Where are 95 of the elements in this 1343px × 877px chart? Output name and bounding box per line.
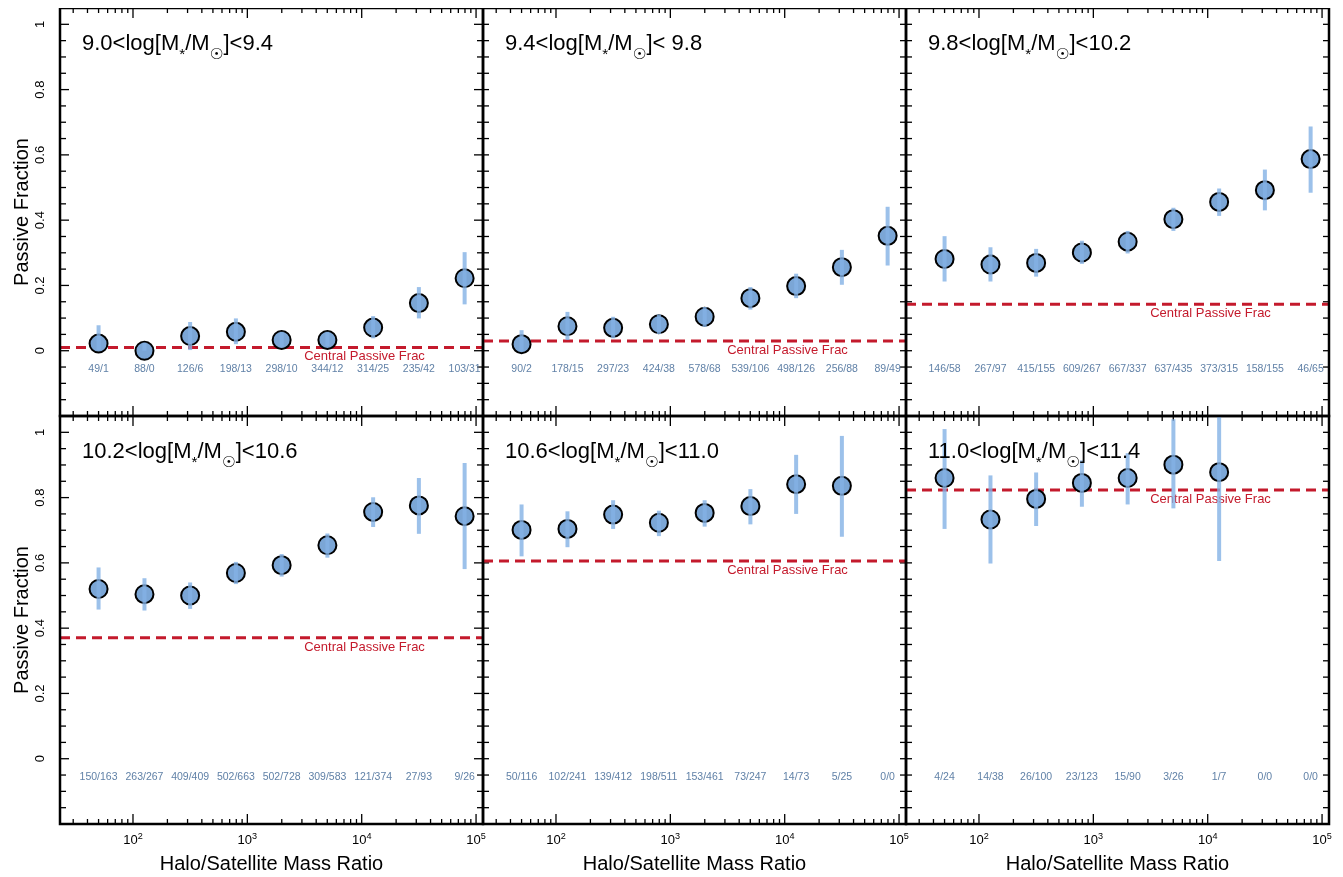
ref-line-label: Central Passive Frac [727, 561, 849, 577]
annotation: 415/155 [1017, 362, 1056, 374]
x-axis-title: Halo/Satellite Mass Ratio [1005, 852, 1230, 874]
x-tick-label: 10$^{5}$ [1312, 831, 1332, 847]
text: 11.0<log[M$_{*}$/M$_{☉}$]<11.4 [928, 438, 1141, 470]
annotation: 409/409 [171, 770, 210, 782]
annotation: 297/23 [597, 362, 630, 374]
annotation: 158/155 [1245, 362, 1285, 374]
annotation: 49/1 [88, 362, 109, 374]
y-tick-label: 1 [32, 428, 47, 436]
annotation: 90/2 [511, 362, 532, 374]
annotation: 256/88 [825, 362, 859, 374]
annotation: 88/0 [134, 362, 155, 374]
y-axis-title: Passive Fraction [10, 546, 32, 694]
annotation: 23/123 [1065, 770, 1099, 782]
annotation: 14/73 [783, 770, 810, 782]
annotation: 50/116 [505, 770, 538, 782]
annotation: 0/0 [880, 770, 896, 782]
y-tick-label: 0.4 [32, 211, 47, 230]
annotation: 178/15 [551, 362, 584, 374]
annotation: 267/97 [974, 362, 1007, 374]
annotation: 424/38 [642, 362, 676, 374]
x-tick-label: 10$^{5}$ [466, 831, 486, 847]
annotation: 637/435 [1154, 362, 1193, 374]
annotation: 314/25 [357, 362, 390, 374]
y-tick-label: 0 [32, 755, 47, 763]
x-tick-label: 10$^{5}$ [889, 831, 909, 847]
annotation: 198/13 [219, 362, 253, 374]
y-tick-label: 0 [32, 347, 47, 355]
x-tick-label: 10$^{2}$ [546, 831, 566, 847]
annotation: 298/10 [265, 362, 298, 374]
ref-line-label: Central Passive Frac [1150, 305, 1272, 321]
annotation: 139/412 [594, 770, 633, 782]
annotation: 539/106 [731, 362, 770, 374]
y-tick-label: 0.2 [32, 276, 47, 295]
annotation: 46/65 [1297, 362, 1324, 374]
ref-line-label: Central Passive Frac [304, 348, 426, 364]
annotation: 373/315 [1200, 362, 1239, 374]
annotation: 146/58 [928, 362, 961, 374]
x-tick-label: 10$^{4}$ [774, 831, 795, 847]
y-tick-label: 0.4 [32, 619, 47, 638]
annotation: 0/0 [1257, 770, 1273, 782]
text: 9.8<log[M$_{*}$/M$_{☉}$]<10.2 [928, 30, 1132, 62]
ref-line-label: Central Passive Frac [304, 638, 426, 654]
ref-line-label: Central Passive Frac [1150, 491, 1272, 507]
annotation: 5/25 [831, 770, 853, 782]
x-tick-label: 10$^{2}$ [969, 831, 989, 847]
annotation: 9/26 [454, 770, 475, 782]
annotation: 27/93 [405, 770, 433, 782]
annotation: 150/163 [79, 770, 118, 782]
annotation: 1/7 [1211, 770, 1227, 782]
annotation: 14/38 [977, 770, 1004, 782]
text: 9.4<log[M$_{*}$/M$_{☉}$]< 9.8 [505, 30, 703, 62]
annotation: 235/42 [402, 362, 436, 374]
annotation: 578/68 [688, 362, 721, 374]
x-tick-label: 10$^{3}$ [660, 831, 681, 847]
x-tick-label: 10$^{2}$ [123, 831, 143, 847]
y-tick-label: 0.6 [32, 145, 47, 164]
annotation: 609/267 [1062, 362, 1102, 374]
text: 10.2<log[M$_{*}$/M$_{☉}$]<10.6 [82, 438, 298, 470]
x-axis-title: Halo/Satellite Mass Ratio [159, 852, 384, 874]
text: 9.0<log[M$_{*}$/M$_{☉}$]<9.4 [82, 30, 274, 62]
y-tick-label: 0.8 [32, 80, 47, 99]
annotation: 26/100 [1020, 770, 1053, 782]
annotation: 3/26 [1163, 770, 1184, 782]
annotation: 103/31 [448, 362, 481, 374]
annotation: 15/90 [1114, 770, 1141, 782]
x-axis-title: Halo/Satellite Mass Ratio [582, 852, 807, 874]
annotation: 102/241 [548, 770, 587, 782]
y-tick-label: 1 [32, 20, 47, 28]
annotation: 502/728 [262, 770, 301, 782]
annotation: 502/663 [216, 770, 256, 782]
y-tick-label: 0.6 [32, 553, 47, 572]
annotation: 153/461 [685, 770, 724, 782]
x-tick-label: 10$^{4}$ [1197, 831, 1218, 847]
annotation: 309/583 [308, 770, 347, 782]
annotation: 344/12 [311, 362, 344, 374]
annotation: 667/337 [1108, 362, 1147, 374]
annotation: 89/49 [874, 362, 901, 374]
text: 10.6<log[M$_{*}$/M$_{☉}$]<11.0 [505, 438, 719, 470]
annotation: 4/24 [934, 770, 955, 782]
x-tick-label: 10$^{4}$ [351, 831, 372, 847]
annotation: 498/126 [777, 362, 816, 374]
annotation: 0/0 [1303, 770, 1319, 782]
x-tick-label: 10$^{3}$ [237, 831, 258, 847]
annotation: 121/374 [354, 770, 393, 782]
annotation: 126/6 [176, 362, 204, 374]
x-tick-label: 10$^{3}$ [1083, 831, 1104, 847]
y-tick-label: 0.2 [32, 684, 47, 703]
y-axis-title: Passive Fraction [10, 138, 32, 286]
annotation: 263/267 [125, 770, 164, 782]
annotation: 73/247 [734, 770, 767, 782]
y-tick-label: 0.8 [32, 488, 47, 507]
ref-line-label: Central Passive Frac [727, 341, 849, 357]
annotation: 198/511 [640, 770, 678, 782]
